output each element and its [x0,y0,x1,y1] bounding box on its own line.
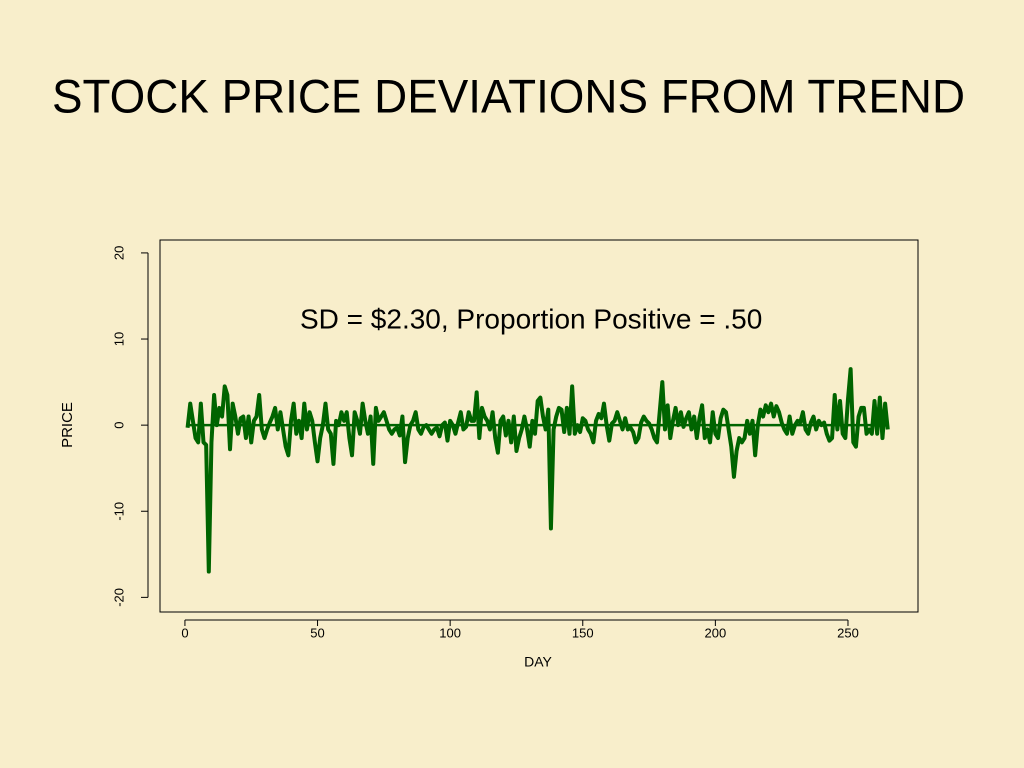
y-tick-label: -20 [111,588,126,607]
x-tick-label: 150 [572,625,594,640]
y-tick-label: -10 [111,502,126,521]
x-tick-label: 0 [181,625,188,640]
data-line [185,367,890,574]
x-tick-label: 100 [439,625,461,640]
x-tick-label: 250 [837,625,859,640]
y-tick-label: 20 [111,246,126,260]
slide-title: STOCK PRICE DEVIATIONS FROM TREND [52,69,965,122]
y-axis-label: PRICE [59,402,76,448]
x-tick-label: 200 [705,625,727,640]
y-tick-label: 0 [111,422,126,429]
annotation: SD = $2.30, Proportion Positive = .50 [300,303,762,334]
x-tick-label: 50 [310,625,324,640]
y-tick-label: 10 [111,332,126,346]
x-axis-label: DAY [524,654,552,670]
plot-frame [159,239,919,613]
